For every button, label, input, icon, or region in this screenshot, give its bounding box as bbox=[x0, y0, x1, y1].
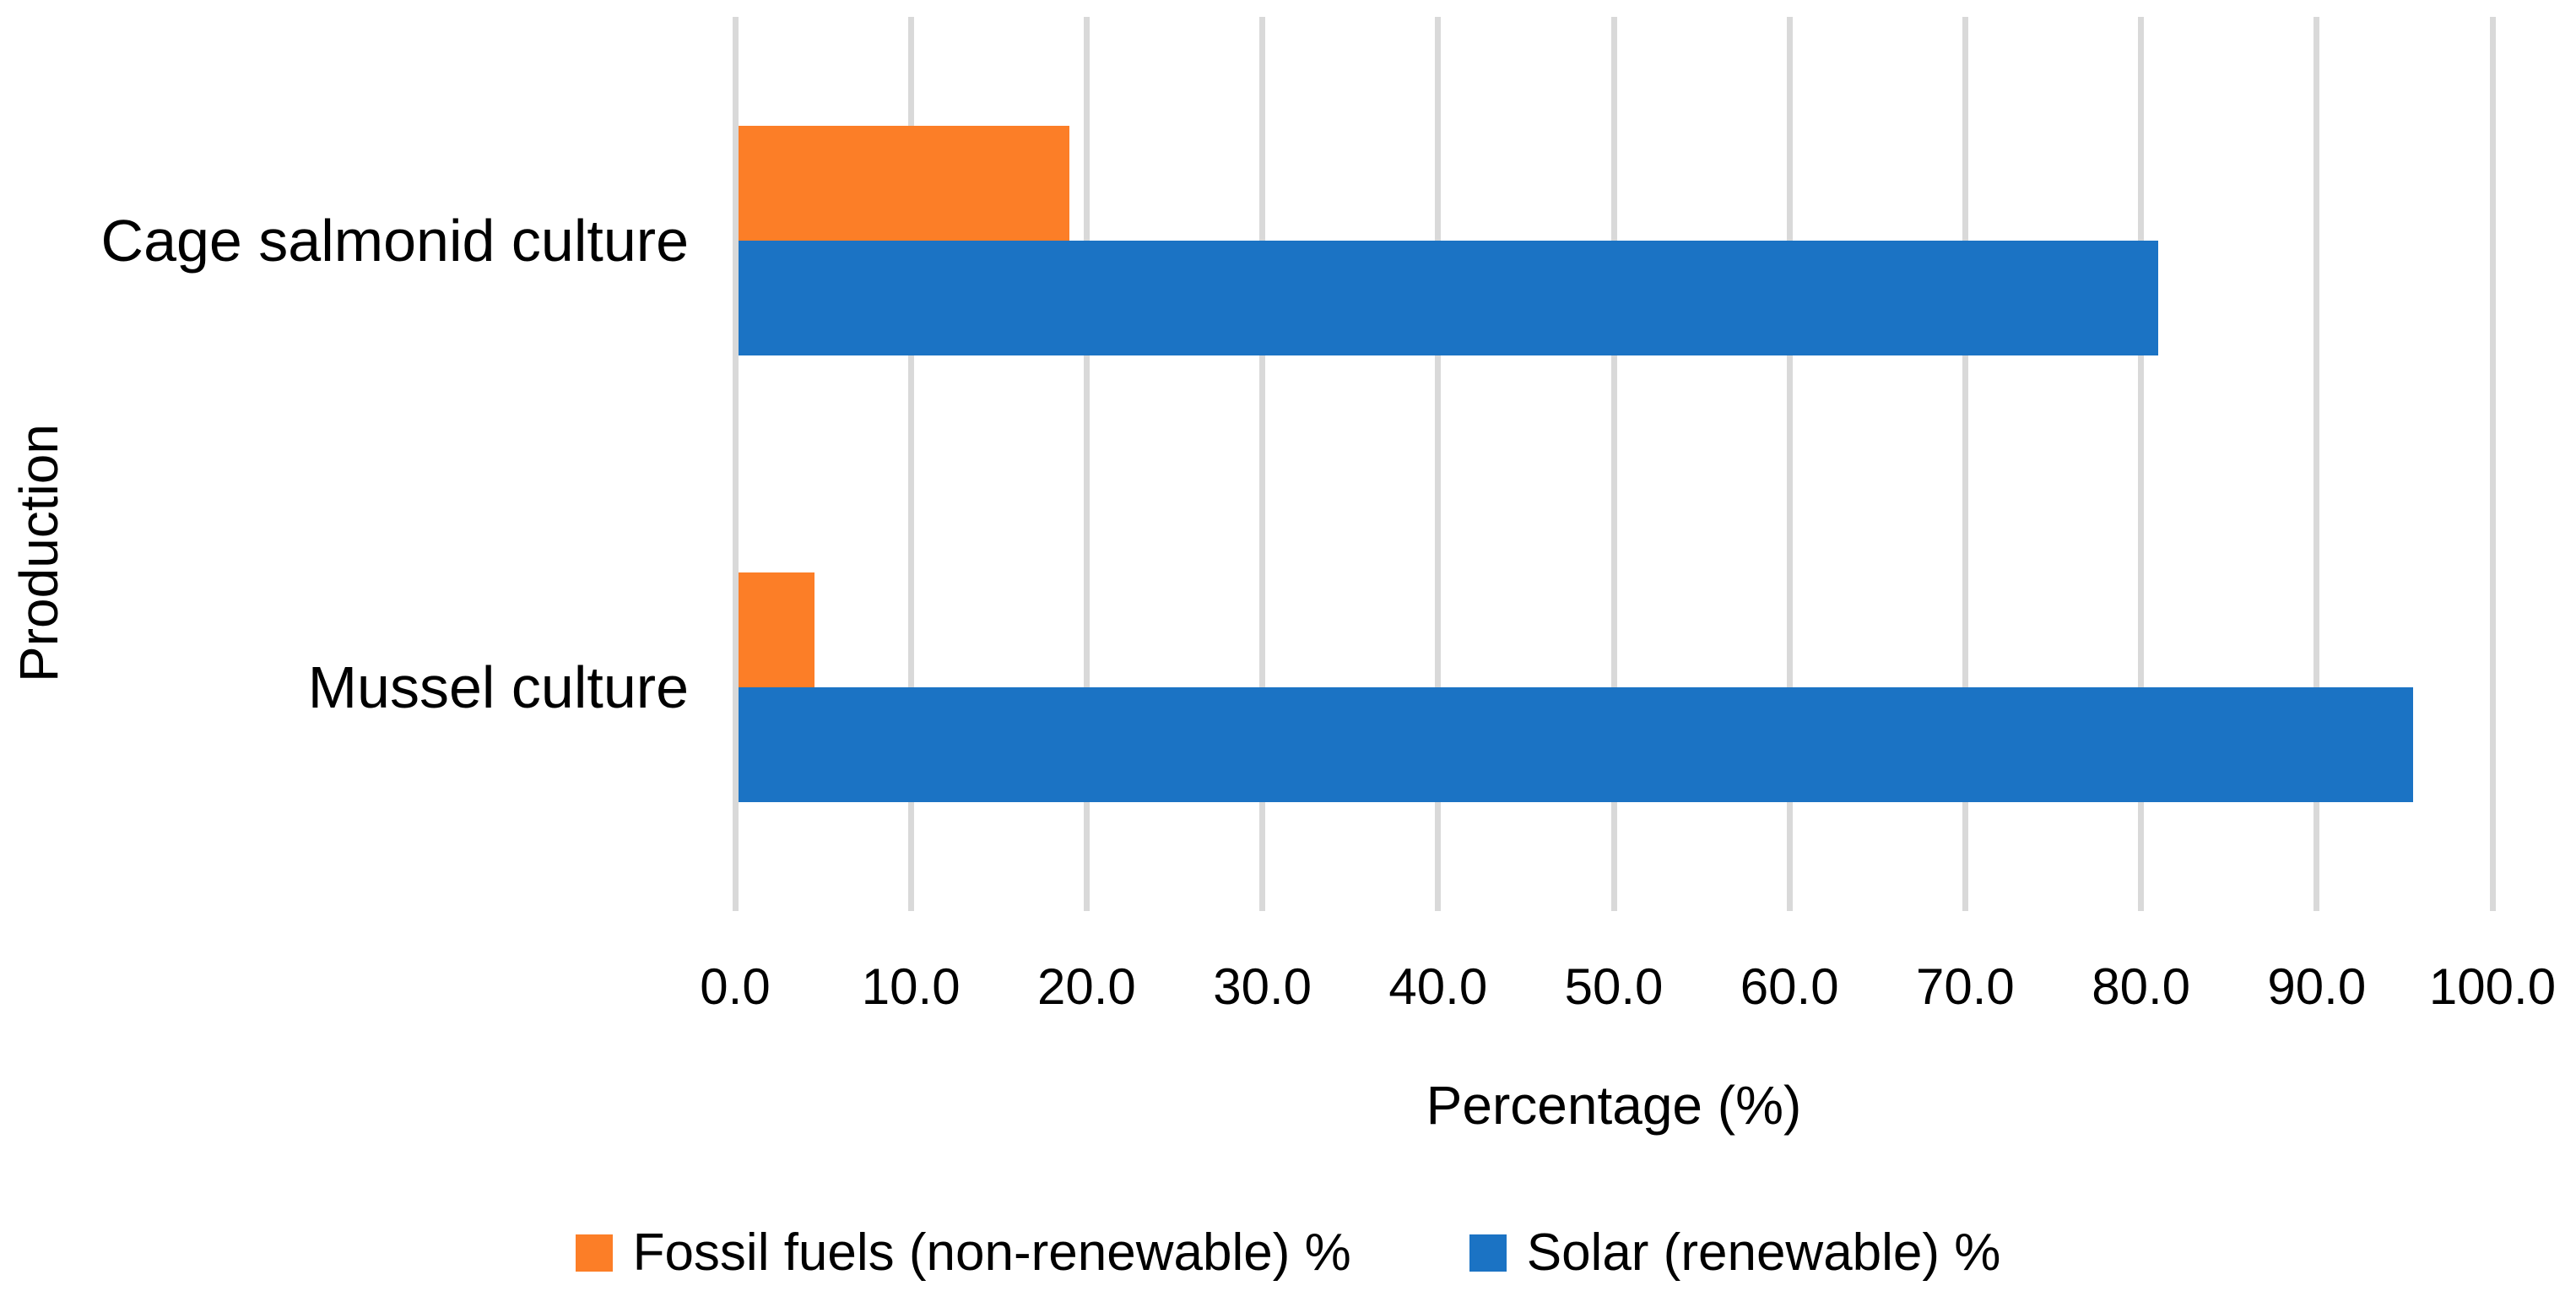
bar bbox=[739, 572, 814, 688]
gridline bbox=[2138, 17, 2145, 911]
x-tick-label: 30.0 bbox=[1213, 958, 1312, 1015]
x-tick-label: 100.0 bbox=[2428, 958, 2557, 1015]
legend-label: Fossil fuels (non-renewable) % bbox=[632, 1223, 1351, 1282]
gridline bbox=[1083, 17, 1090, 911]
x-axis-title: Percentage (%) bbox=[1426, 1075, 1802, 1136]
gridline bbox=[732, 17, 739, 911]
category-label: Mussel culture bbox=[307, 654, 689, 721]
legend-item: Solar (renewable) % bbox=[1469, 1223, 2001, 1283]
legend-item: Fossil fuels (non-renewable) % bbox=[575, 1223, 1351, 1283]
plot-area bbox=[732, 17, 2496, 911]
gridline bbox=[2314, 17, 2320, 911]
legend-swatch bbox=[575, 1234, 613, 1272]
x-tick-label: 20.0 bbox=[1037, 958, 1136, 1015]
legend-label: Solar (renewable) % bbox=[1526, 1223, 2001, 1282]
x-tick-label: 80.0 bbox=[2092, 958, 2190, 1015]
x-tick-label: 70.0 bbox=[1916, 958, 2015, 1015]
x-tick-label: 10.0 bbox=[861, 958, 961, 1015]
x-tick-label: 40.0 bbox=[1388, 958, 1488, 1015]
gridline bbox=[907, 17, 914, 911]
x-tick-label: 0.0 bbox=[700, 958, 771, 1015]
legend-swatch bbox=[1469, 1234, 1507, 1272]
y-axis-title: Production bbox=[8, 424, 69, 682]
x-tick-label: 60.0 bbox=[1740, 958, 1839, 1015]
x-tick-label: 50.0 bbox=[1564, 958, 1664, 1015]
bar bbox=[739, 125, 1069, 241]
x-tick-label: 90.0 bbox=[2267, 958, 2367, 1015]
bar bbox=[739, 687, 2414, 803]
bar bbox=[739, 240, 2159, 355]
gridline bbox=[1962, 17, 1968, 911]
legend: Fossil fuels (non-renewable) % Solar (ren… bbox=[0, 1223, 2576, 1283]
gridline bbox=[2489, 17, 2496, 911]
gridline bbox=[1610, 17, 1617, 911]
category-label: Cage salmonid culture bbox=[100, 207, 689, 274]
gridline bbox=[1435, 17, 1442, 911]
gridline bbox=[1786, 17, 1793, 911]
gridline bbox=[1259, 17, 1266, 911]
